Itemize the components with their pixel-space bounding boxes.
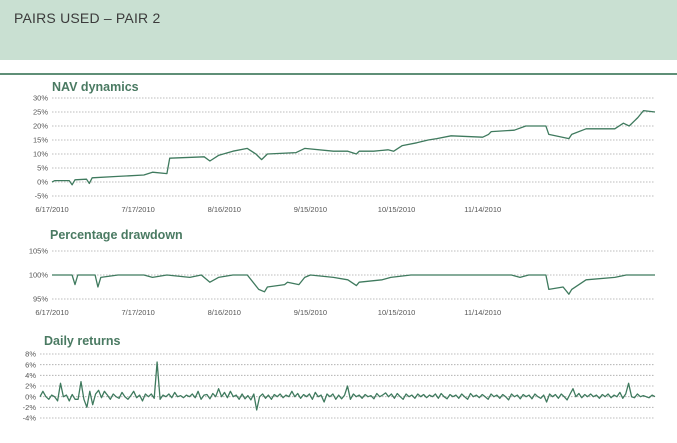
drawdown-x-tick-label: 10/15/2010: [378, 308, 416, 317]
returns-y-tick-label: 2%: [25, 382, 36, 391]
nav-y-tick-label: 10%: [33, 150, 48, 159]
nav-x-tick-label: 7/17/2010: [121, 205, 154, 214]
nav-y-tick-label: 0%: [37, 178, 48, 187]
page-title: PAIRS USED – PAIR 2: [14, 10, 161, 26]
nav-x-tick-label: 11/14/2010: [464, 205, 501, 214]
nav-series-line: [51, 109, 656, 186]
nav-y-tick-label: 20%: [33, 122, 48, 131]
drawdown-x-tick-label: 6/17/2010: [35, 308, 68, 317]
nav-x-tick-label: 6/17/2010: [35, 205, 68, 214]
returns-y-tick-label: -4%: [23, 414, 37, 423]
drawdown-x-tick-label: 7/17/2010: [121, 308, 154, 317]
header-banner: PAIRS USED – PAIR 2: [0, 0, 677, 60]
nav-y-tick-label: 15%: [33, 136, 48, 145]
nav-y-tick-label: 25%: [33, 108, 48, 117]
returns-series-line: [39, 361, 656, 411]
nav-y-tick-label: -5%: [35, 192, 49, 201]
drawdown-x-tick-label: 9/15/2010: [294, 308, 327, 317]
nav-y-tick-label: 5%: [37, 164, 48, 173]
drawdown-y-tick-label: 100%: [29, 271, 49, 280]
header-divider: [0, 73, 677, 75]
daily-returns-chart-title: Daily returns: [44, 334, 121, 348]
drawdown-chart-title: Percentage drawdown: [50, 228, 183, 242]
returns-y-tick-label: 0%: [25, 392, 36, 401]
drawdown-y-tick-label: 105%: [29, 247, 49, 256]
drawdown-series-line: [52, 274, 655, 295]
drawdown-y-tick-label: 95%: [33, 295, 48, 304]
returns-y-tick-label: 6%: [25, 360, 36, 369]
nav-x-tick-label: 10/15/2010: [378, 205, 416, 214]
nav-x-tick-label: 9/15/2010: [294, 205, 327, 214]
returns-y-tick-label: 4%: [25, 371, 36, 380]
nav-x-tick-label: 8/16/2010: [208, 205, 241, 214]
returns-y-tick-label: -2%: [23, 403, 37, 412]
returns-y-tick-label: 8%: [25, 350, 36, 359]
nav-y-tick-label: 30%: [33, 94, 48, 103]
nav-chart-title: NAV dynamics: [52, 80, 139, 94]
drawdown-x-tick-label: 11/14/2010: [464, 308, 501, 317]
drawdown-x-tick-label: 8/16/2010: [208, 308, 241, 317]
